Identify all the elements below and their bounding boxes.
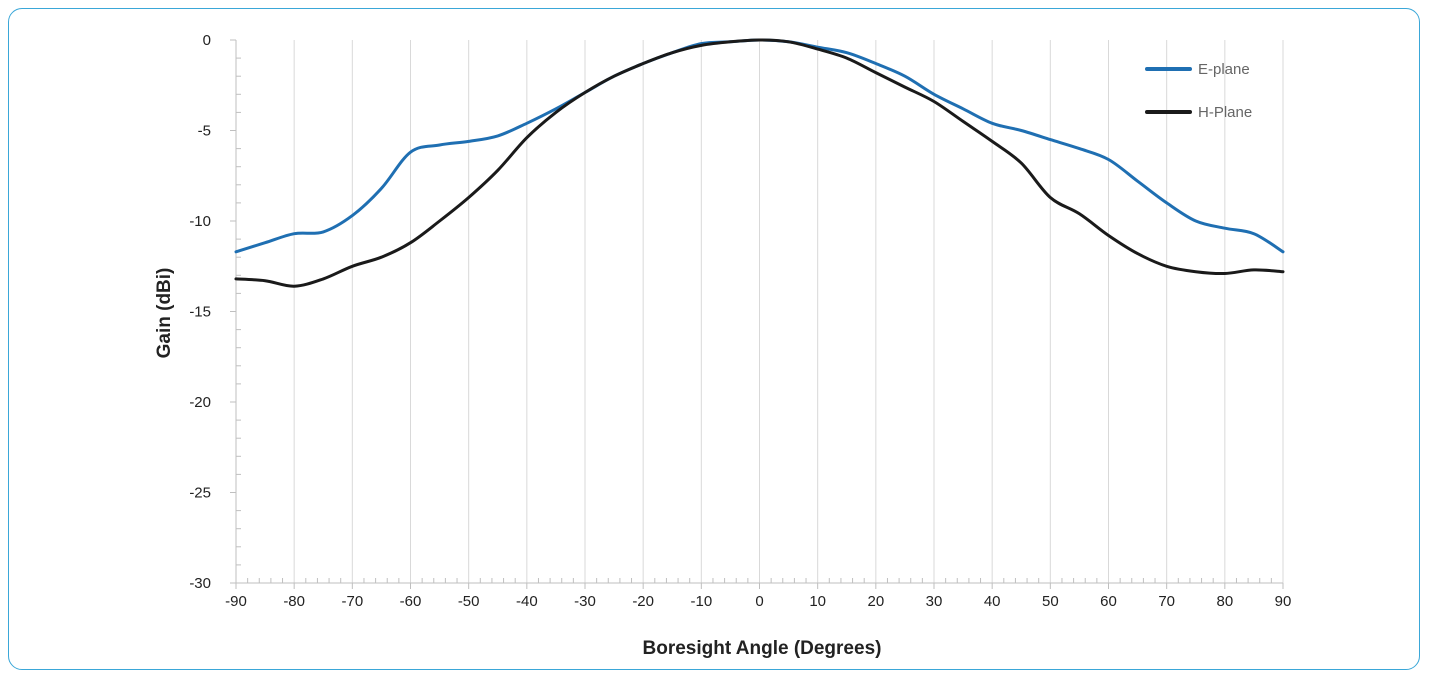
chart-card	[8, 8, 1420, 670]
legend-label: H-Plane	[1198, 104, 1252, 121]
y-tick-label: 0	[203, 32, 211, 49]
x-tick-label: 20	[867, 593, 884, 610]
x-tick-label: 60	[1100, 593, 1117, 610]
x-tick-label: 40	[984, 593, 1001, 610]
x-tick-label: -20	[632, 593, 654, 610]
y-tick-label: -20	[189, 394, 211, 411]
series-layer	[234, 38, 1285, 288]
x-tick-label: 10	[809, 593, 826, 610]
axes-layer: -90 -80 -70 -60 -50 -40 -30 -20 -10 0 10 20 30 40 50 60…	[189, 32, 1291, 610]
x-tick-label: 80	[1216, 593, 1233, 610]
y-tick-label: -15	[189, 304, 211, 321]
y-tick-label: -30	[189, 575, 211, 592]
x-tick-label: -50	[458, 593, 480, 610]
x-tick-label: -60	[400, 593, 422, 610]
y-tick-label: -10	[189, 213, 211, 230]
x-tick-label: 90	[1275, 593, 1292, 610]
x-tick-label: 0	[755, 593, 763, 610]
x-tick-label: -40	[516, 593, 538, 610]
x-tick-label: -70	[341, 593, 363, 610]
legend: E-plane H-Plane	[1145, 61, 1252, 121]
x-tick-label: -10	[690, 593, 712, 610]
x-tick-label: 70	[1158, 593, 1175, 610]
x-axis-title: Boresight Angle (Degrees)	[643, 638, 882, 659]
x-tick-label: -80	[283, 593, 305, 610]
legend-label: E-plane	[1198, 61, 1250, 78]
y-axis-title: Gain (dBi)	[154, 268, 175, 359]
series-line-h-plane	[234, 38, 1285, 288]
x-tick-label: -30	[574, 593, 596, 610]
x-tick-label: -90	[225, 593, 247, 610]
x-tick-label: 50	[1042, 593, 1059, 610]
y-tick-label: -25	[189, 485, 211, 502]
y-tick-label: -5	[198, 123, 211, 140]
x-tick-label: 30	[926, 593, 943, 610]
grid-layer	[293, 40, 1284, 583]
